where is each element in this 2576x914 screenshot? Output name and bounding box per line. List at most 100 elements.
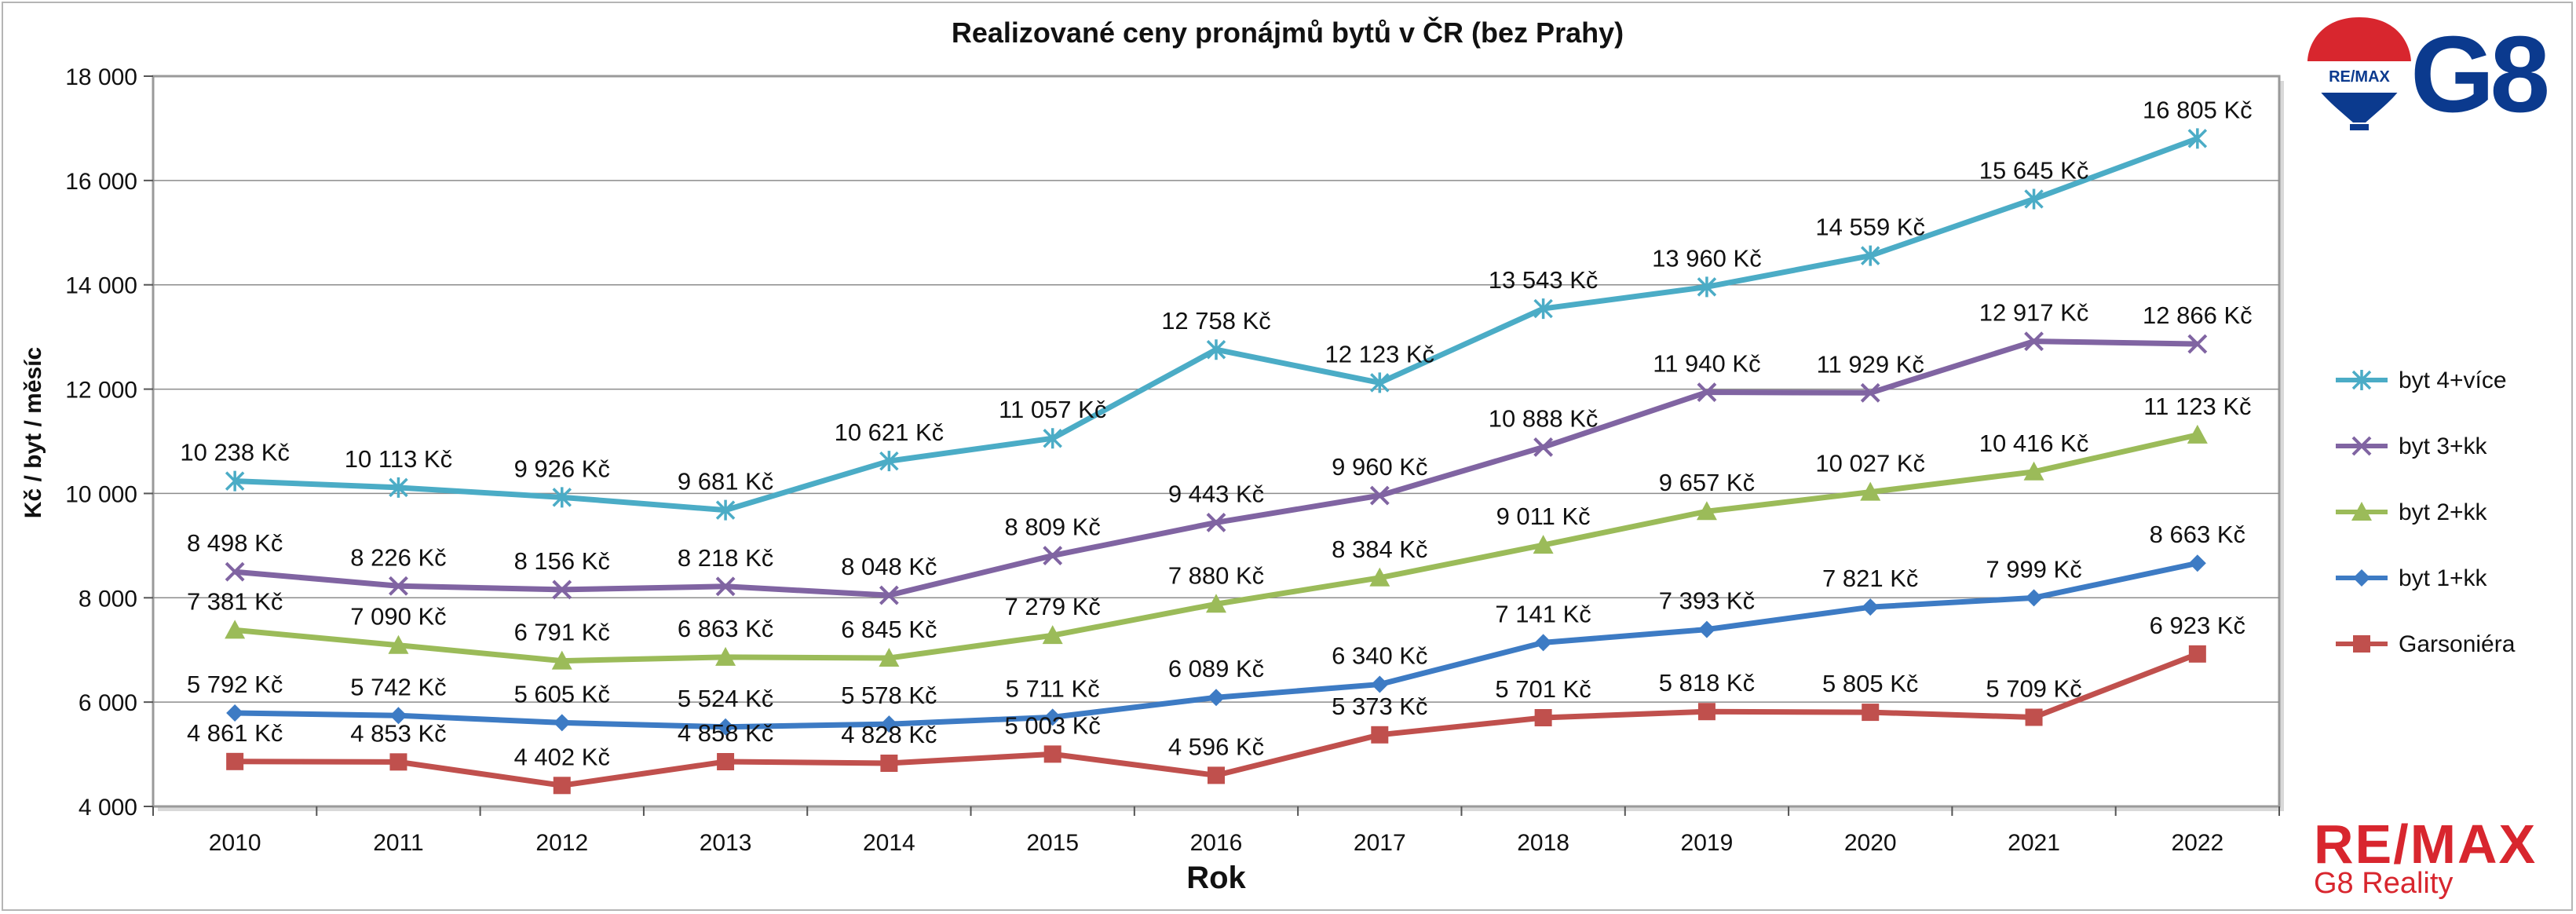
data-point (1043, 546, 1063, 565)
data-label: 13 543 Kč (1489, 266, 1599, 294)
data-label: 6 089 Kč (1168, 655, 1264, 682)
data-point (389, 707, 407, 725)
data-label: 8 663 Kč (2150, 521, 2245, 548)
data-label: 4 853 Kč (350, 719, 446, 747)
data-point (2187, 334, 2208, 354)
data-point (715, 646, 736, 666)
data-point (552, 487, 572, 508)
data-label: 7 393 Kč (1659, 587, 1755, 615)
data-point (1860, 245, 1880, 266)
data-label: 5 701 Kč (1495, 675, 1591, 703)
data-point (2351, 502, 2372, 521)
data-label: 11 940 Kč (1653, 350, 1760, 378)
data-point (1371, 675, 1389, 693)
data-point (1697, 703, 1716, 721)
data-point (1533, 535, 1554, 554)
data-label: 5 605 Kč (514, 680, 610, 707)
x-tick-label: 2019 (1681, 830, 1734, 856)
data-point (2024, 188, 2044, 210)
legend-label: byt 1+kk (2399, 565, 2488, 591)
g8-reality-text: G8 Reality (2314, 867, 2454, 900)
data-label: 6 863 Kč (678, 615, 773, 642)
data-point (1697, 382, 1717, 402)
data-point (1697, 620, 1716, 638)
data-label: 9 960 Kč (1332, 453, 1427, 481)
data-point (2024, 331, 2044, 352)
remax-g8-reality-logo: RE/MAX G8 Reality (2304, 817, 2563, 903)
data-label: 4 596 Kč (1168, 733, 1264, 760)
data-label: 7 880 Kč (1168, 561, 1264, 589)
data-point (1042, 625, 1063, 645)
x-tick-label: 2020 (1844, 830, 1897, 856)
data-point (1370, 372, 1390, 393)
data-point (715, 499, 736, 521)
y-tick-label: 8 000 (79, 586, 137, 612)
data-label: 8 156 Kč (514, 547, 610, 575)
data-point (2351, 436, 2372, 456)
data-point (879, 451, 899, 472)
data-label: 6 340 Kč (1332, 642, 1427, 670)
data-label: 7 381 Kč (187, 587, 283, 615)
series-0: 10 238 Kč 10 113 Kč 9 926 Kč 9 681 Kč 10 621… (180, 96, 2253, 521)
data-label: 5 711 Kč (1006, 675, 1100, 702)
data-point (1206, 594, 1226, 613)
data-label: 7 821 Kč (1822, 565, 1918, 592)
data-point (389, 753, 407, 771)
y-tick-label: 16 000 (65, 169, 137, 195)
y-tick-label: 18 000 (65, 64, 137, 90)
data-label: 4 402 Kč (514, 743, 610, 770)
balloon-text: RE/MAX (2329, 68, 2390, 86)
data-point (717, 718, 735, 736)
data-label: 16 805 Kč (2143, 96, 2253, 123)
data-point (2353, 635, 2370, 653)
x-tick-label: 2013 (700, 830, 752, 856)
data-point (715, 576, 736, 597)
data-point (1043, 428, 1062, 449)
data-point (225, 620, 246, 639)
data-label: 8 226 Kč (350, 543, 446, 571)
x-tick-label: 2016 (1190, 830, 1243, 856)
data-label: 9 011 Kč (1496, 503, 1591, 530)
x-tick-label: 2018 (1517, 830, 1569, 856)
data-point (717, 753, 735, 771)
x-tick-label: 2015 (1026, 830, 1079, 856)
data-label: 5 578 Kč (841, 682, 937, 709)
data-point (1860, 382, 1880, 403)
data-label: 9 681 Kč (678, 468, 773, 495)
series-1: 8 498 Kč 8 226 Kč 8 156 Kč 8 218 Kč 8 048 Kč… (187, 299, 2253, 605)
data-label: 11 123 Kč (2143, 393, 2251, 420)
data-label: 9 926 Kč (514, 455, 610, 482)
data-point (1371, 726, 1389, 744)
data-point (225, 561, 245, 582)
data-point (389, 477, 408, 498)
data-point (880, 754, 898, 772)
data-label: 7 999 Kč (1986, 555, 2081, 583)
data-label: 4 861 Kč (187, 719, 283, 747)
data-point (1208, 766, 1225, 784)
data-label: 6 923 Kč (2150, 612, 2245, 639)
data-label: 10 238 Kč (180, 439, 290, 466)
remax-wordmark: RE/MAX (2314, 813, 2538, 875)
x-tick-label: 2012 (535, 830, 588, 856)
data-label: 13 960 Kč (1652, 244, 1762, 272)
data-label: 7 090 Kč (350, 603, 446, 631)
data-label: 15 645 Kč (1979, 156, 2089, 184)
x-tick-label: 2017 (1354, 830, 1406, 856)
data-point (880, 715, 898, 733)
y-tick-label: 10 000 (65, 481, 137, 507)
data-label: 10 113 Kč (345, 445, 452, 473)
data-point (1043, 745, 1061, 763)
data-label: 5 818 Kč (1659, 669, 1755, 696)
data-point (1206, 513, 1226, 532)
data-point (1862, 704, 1880, 722)
data-point (2023, 461, 2044, 481)
data-label: 7 279 Kč (1005, 593, 1101, 620)
data-label: 6 845 Kč (841, 616, 937, 643)
data-point (1533, 437, 1554, 457)
data-point (1369, 567, 1390, 587)
x-tick-label: 2022 (2171, 830, 2223, 856)
chart-title: Realizované ceny pronájmů bytů v ČR (bez… (952, 16, 1624, 49)
data-point (1534, 709, 1552, 727)
data-point (1043, 708, 1061, 726)
legend-label: byt 2+kk (2399, 499, 2488, 525)
